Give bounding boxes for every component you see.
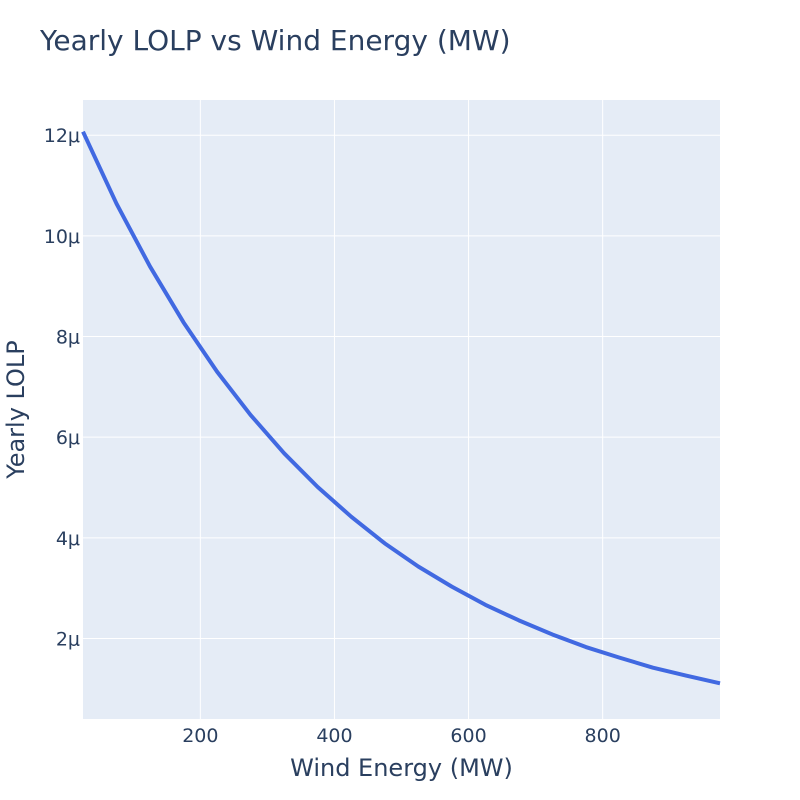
x-tick-label: 200 bbox=[182, 725, 218, 747]
x-tick-label: 600 bbox=[450, 725, 486, 747]
x-gridlines bbox=[199, 100, 604, 719]
x-tick-label: 400 bbox=[316, 725, 352, 747]
y-axis-title: Yearly LOLP bbox=[2, 340, 30, 480]
y-tick-label: 8μ bbox=[56, 327, 80, 349]
plot-area bbox=[83, 100, 720, 719]
x-axis-title: Wind Energy (MW) bbox=[290, 754, 513, 782]
y-tick-label: 10μ bbox=[44, 226, 80, 248]
y-tick-label: 12μ bbox=[44, 125, 80, 147]
y-axis-ticks: 2μ 4μ 6μ 8μ 10μ 12μ bbox=[44, 125, 80, 650]
x-tick-label: 800 bbox=[585, 725, 621, 747]
x-axis-ticks: 200 400 600 800 bbox=[182, 725, 621, 747]
y-tick-label: 2μ bbox=[56, 628, 80, 650]
y-tick-label: 6μ bbox=[56, 427, 80, 449]
y-tick-label: 4μ bbox=[56, 528, 80, 550]
y-gridlines bbox=[83, 134, 720, 639]
chart-title: Yearly LOLP vs Wind Energy (MW) bbox=[39, 24, 511, 57]
series-line bbox=[81, 130, 721, 686]
